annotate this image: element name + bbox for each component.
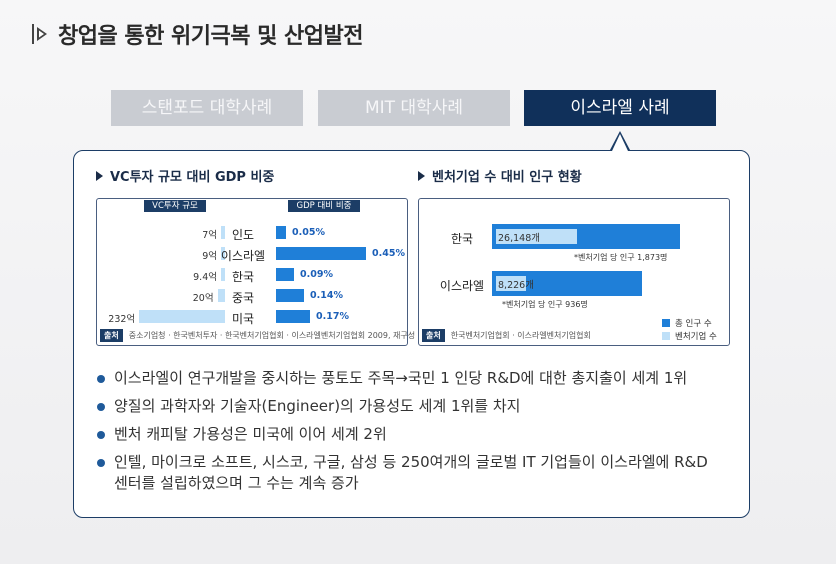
annotation-text: *벤처기업 당 인구 1,873명	[574, 253, 668, 262]
right-section-heading: 벤처기업 수 대비 인구 현황	[418, 166, 582, 185]
left-heading-text: VC투자 규모 대비 GDP 비중	[110, 170, 275, 185]
vc-bar	[221, 226, 225, 239]
tab-israel[interactable]: 이스라엘 사례	[524, 90, 716, 126]
vc-bar	[217, 289, 225, 302]
bullet-dot-icon	[97, 375, 105, 383]
right-heading-text: 벤처기업 수 대비 인구 현황	[432, 170, 582, 185]
country-label: 이스라엘	[439, 279, 485, 293]
gdp-column-header: GDP 대비 비중	[288, 200, 360, 212]
vc-value-label: 9.4억	[193, 272, 217, 283]
source-text: 한국벤처기업협회 · 이스라엘벤처기업협회	[450, 331, 591, 340]
legend-swatch-light	[662, 332, 670, 340]
right-source: 출처 한국벤처기업협회 · 이스라엘벤처기업협회	[422, 329, 591, 342]
tab-mit[interactable]: MIT 대학사례	[318, 90, 510, 126]
gdp-bar	[276, 226, 286, 239]
venture-count-bar	[496, 229, 578, 244]
gdp-value-label: 0.05%	[292, 227, 325, 238]
bullet-dot-icon	[97, 431, 105, 439]
country-label: 미국	[231, 312, 255, 326]
vc-bar	[139, 310, 225, 323]
page-title: 창업을 통한 위기극복 및 산업발전	[58, 24, 364, 49]
country-label: 인도	[231, 228, 255, 242]
legend-label: 벤처기업 수	[675, 332, 717, 342]
panel-pointer-fill	[612, 134, 628, 151]
left-source: 출처 중소기업청 · 한국벤처투자 · 한국벤처기업협회 · 이스라엘벤처기업협…	[100, 329, 415, 342]
left-section-heading: VC투자 규모 대비 GDP 비중	[96, 166, 274, 185]
gdp-value-label: 0.14%	[310, 290, 343, 301]
country-label: 이스라엘	[220, 249, 266, 263]
bullet-text: 벤처 캐피탈 가용성은 미국에 이어 세계 2위	[114, 425, 387, 443]
vc-value-label: 7억	[202, 230, 217, 241]
gdp-value-label: 0.17%	[316, 311, 349, 322]
triangle-bullet-icon	[418, 170, 425, 181]
legend-total-population: 총 인구 수	[662, 317, 712, 329]
vc-column-header: VC투자 규모	[144, 200, 206, 212]
annotation-text: *벤처기업 당 인구 936명	[502, 300, 588, 309]
bullet-dot-icon	[97, 403, 105, 411]
source-tag: 출처	[100, 329, 123, 342]
bullet-dot-icon	[97, 459, 105, 467]
venture-count-label: 8,226개	[498, 280, 534, 291]
bullet-list: 이스라엘이 연구개발을 중시하는 풍토도 주목→국민 1 인당 R&D에 대한 …	[97, 368, 717, 501]
venture-count-bar	[496, 276, 526, 291]
gdp-bar	[276, 268, 294, 281]
bullet-item: 인텔, 마이크로 소프트, 시스코, 구글, 삼성 등 250여개의 글로벌 I…	[97, 452, 717, 494]
legend-swatch-dark	[662, 319, 670, 327]
bullet-text: 인텔, 마이크로 소프트, 시스코, 구글, 삼성 등 250여개의 글로벌 I…	[114, 453, 708, 492]
country-label: 한국	[450, 232, 474, 246]
bullet-item: 벤처 캐피탈 가용성은 미국에 이어 세계 2위	[97, 424, 717, 445]
gdp-value-label: 0.09%	[300, 269, 333, 280]
gdp-bar	[276, 289, 304, 302]
chevron-right-icon	[32, 24, 47, 44]
triangle-bullet-icon	[96, 170, 103, 181]
vc-bar	[221, 268, 225, 281]
gdp-bar	[276, 310, 310, 323]
legend-label: 총 인구 수	[675, 319, 712, 329]
source-text: 중소기업청 · 한국벤처투자 · 한국벤처기업협회 · 이스라엘벤처기업협회 2…	[128, 331, 416, 340]
bullet-item: 양질의 과학자와 기술자(Engineer)의 가용성도 세계 1위를 차지	[97, 396, 717, 417]
vc-value-label: 232억	[108, 314, 136, 325]
venture-count-label: 26,148개	[498, 233, 540, 244]
gdp-value-label: 0.45%	[372, 248, 405, 259]
vc-value-label: 9억	[202, 251, 217, 262]
tab-stanford[interactable]: 스탠포드 대학사례	[111, 90, 303, 126]
gdp-bar	[276, 247, 366, 260]
legend-venture-count: 벤처기업 수	[662, 330, 717, 342]
vc-bar	[221, 247, 225, 260]
country-label: 한국	[231, 270, 255, 284]
source-tag: 출처	[422, 329, 445, 342]
page-header: 창업을 통한 위기극복 및 산업발전	[30, 18, 364, 50]
bullet-text: 양질의 과학자와 기술자(Engineer)의 가용성도 세계 1위를 차지	[114, 397, 521, 415]
bullet-text: 이스라엘이 연구개발을 중시하는 풍토도 주목→국민 1 인당 R&D에 대한 …	[114, 369, 688, 387]
vc-value-label: 20억	[192, 293, 214, 304]
country-label: 중국	[231, 291, 255, 305]
bullet-item: 이스라엘이 연구개발을 중시하는 풍토도 주목→국민 1 인당 R&D에 대한 …	[97, 368, 717, 389]
